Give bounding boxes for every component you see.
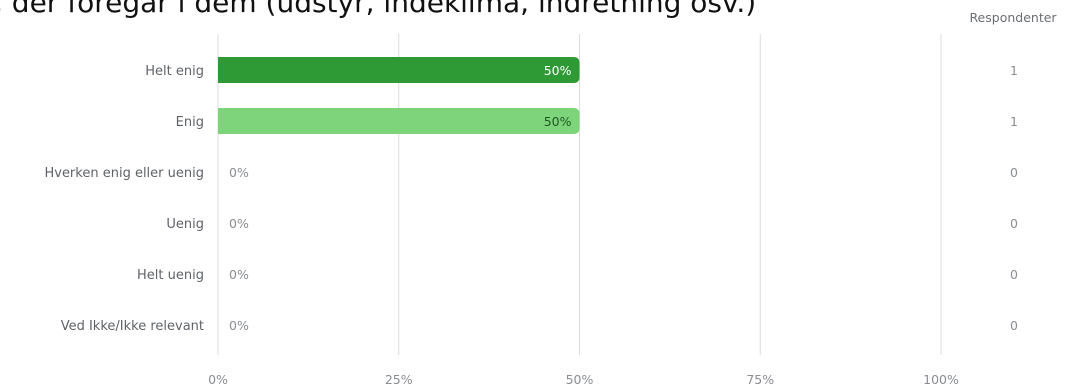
bar-value-label: 50% — [544, 63, 572, 78]
respondent-count: 0 — [1010, 318, 1018, 333]
x-tick-label: 50% — [566, 372, 594, 387]
respondent-count: 1 — [1010, 63, 1018, 78]
x-tick-label: 25% — [385, 372, 413, 387]
bar-value-label: 0% — [229, 216, 249, 231]
x-tick-label: 100% — [923, 372, 959, 387]
grid-layer — [217, 34, 942, 355]
respondent-count: 1 — [1010, 114, 1018, 129]
bar-value-label: 50% — [544, 114, 572, 129]
category-label: Helt uenig — [137, 268, 204, 283]
tick-layer: 0% 25% 50% 75% 100% — [208, 372, 959, 387]
bar-value-label: 0% — [229, 318, 249, 333]
x-tick-label: 0% — [208, 372, 228, 387]
respondent-count: 0 — [1010, 165, 1018, 180]
bar-value-label: 0% — [229, 267, 249, 282]
category-label: Ved Ikke/Ikke relevant — [61, 319, 204, 334]
respondent-count: 0 — [1010, 267, 1018, 282]
category-label: Helt enig — [145, 64, 204, 79]
category-label: Uenig — [166, 217, 204, 232]
x-tick-label: 75% — [746, 372, 774, 387]
respondents-column: Respondenter 1 1 0 0 0 0 — [969, 10, 1057, 333]
category-label: Hverken enig eller uenig — [44, 166, 204, 181]
label-layer: Helt enig 50% Enig 50% Hverken enig eller ue… — [44, 63, 571, 334]
respondents-header: Respondenter — [969, 10, 1057, 25]
bar — [218, 57, 580, 83]
bar-value-label: 0% — [229, 165, 249, 180]
bar-layer — [218, 57, 580, 134]
question-title: , der foregår i dem (udstyr, indeklima, … — [0, 0, 757, 19]
bar — [218, 108, 580, 134]
respondent-count: 0 — [1010, 216, 1018, 231]
category-label: Enig — [176, 115, 204, 130]
